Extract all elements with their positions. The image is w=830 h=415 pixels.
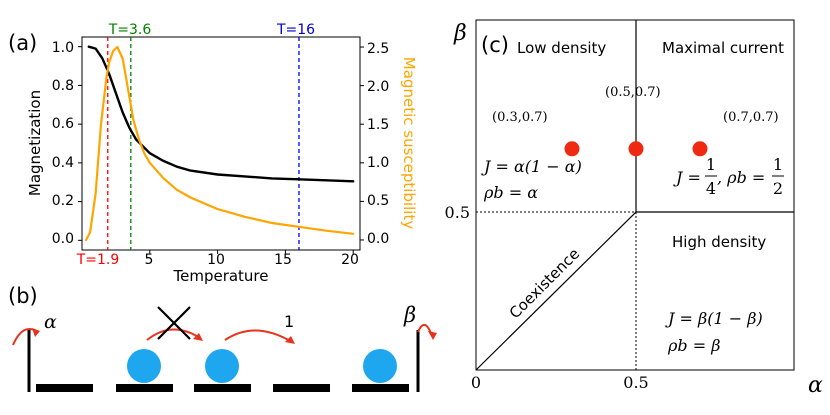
max-current-j-prefix: J = <box>673 168 701 187</box>
y-right-tick-label: 1.0 <box>367 155 389 171</box>
x-tick-labels-a: 5 10 15 20 <box>145 252 359 268</box>
arrowheads <box>32 328 437 344</box>
y-axis-title-left: Magnetization <box>26 90 44 196</box>
point-label: (0.3,0.7) <box>492 110 548 125</box>
y-left-tick-label: 0.4 <box>52 155 74 171</box>
panel-c: (c) β α 0 0.5 0.5 Low density Maximal cu… <box>445 19 823 398</box>
panel-c-label: (c) <box>481 33 509 57</box>
hop-arrows <box>12 324 433 346</box>
lattice-site <box>194 384 251 392</box>
point-labels: (0.3,0.7) (0.5,0.7) (0.7,0.7) <box>492 85 779 125</box>
max-current-rho-prefix: , ρb = <box>717 168 765 187</box>
state-points <box>564 141 708 157</box>
max-current-j-numerator: 1 <box>706 155 716 174</box>
state-point <box>628 141 644 157</box>
panel-b-label: (b) <box>8 284 38 308</box>
lattice-site <box>273 384 330 392</box>
y-left-tick-label: 0.8 <box>52 78 74 94</box>
y-axis-title-c: β <box>453 21 467 46</box>
vline-label-t19: T=1.9 <box>76 252 120 268</box>
x-axis-title-c: α <box>808 373 823 398</box>
panel-a: (a) 0.0 0.2 0.4 0.6 0.8 1.0 0.0 0.5 1.0 … <box>8 22 418 285</box>
region-maximal-current: Maximal current <box>662 39 784 57</box>
lattice-sites <box>36 384 409 392</box>
formulas: J = α(1 − α) ρb = α J = 1 4 , ρb = 1 2 J… <box>481 155 784 355</box>
y-left-tick-label: 0.0 <box>52 231 74 247</box>
y-right-tick-labels: 0.0 0.5 1.0 1.5 2.0 2.5 <box>367 41 389 247</box>
magnetization-line <box>87 45 355 183</box>
region-low-density: Low density <box>517 39 606 57</box>
max-current-j-denominator: 4 <box>706 179 716 198</box>
x-tick-label: 0.5 <box>623 373 648 392</box>
lattice-site <box>116 384 173 392</box>
x-tick-label: 10 <box>207 252 225 268</box>
blocked-cross-icon <box>157 306 191 340</box>
blocked-arrowhead <box>193 333 203 341</box>
y-right-tick-label: 1.5 <box>367 117 389 133</box>
tick-marks-a <box>78 46 364 254</box>
alpha-label: α <box>44 311 57 333</box>
y-tick-label: 0.5 <box>445 203 470 222</box>
y-left-tick-label: 0.2 <box>52 193 74 209</box>
phase-boundaries <box>475 20 794 371</box>
coexistence-line <box>475 211 637 371</box>
max-current-rho-denominator: 2 <box>773 179 783 198</box>
hop-arrowhead <box>285 336 295 344</box>
particle <box>205 349 239 383</box>
particle <box>363 349 397 383</box>
hop-rate-label: 1 <box>284 312 294 331</box>
beta-label: β <box>403 303 416 327</box>
y-left-tick-label: 1.0 <box>52 40 74 56</box>
lattice-site <box>352 384 409 392</box>
x-tick-label: 5 <box>145 252 154 268</box>
point-label: (0.7,0.7) <box>723 110 779 125</box>
blocked-arrow <box>146 328 201 341</box>
region-coexistence: Coexistence <box>506 245 583 322</box>
particle <box>127 349 161 383</box>
exit-arrowhead <box>428 331 437 340</box>
high-density-current: J = β(1 − β) <box>665 309 763 328</box>
phase-diagram-frame <box>475 19 795 371</box>
lattice-site <box>36 384 93 392</box>
hop-arrow <box>224 329 293 343</box>
region-high-density: High density <box>672 233 766 251</box>
y-right-tick-label: 0.0 <box>367 231 389 247</box>
x-tick-label: 0 <box>471 373 481 392</box>
point-label: (0.5,0.7) <box>605 85 661 100</box>
x-tick-label: 20 <box>341 252 359 268</box>
entry-arrowhead <box>32 328 40 337</box>
y-left-tick-label: 0.6 <box>52 116 74 132</box>
max-current-rho-numerator: 1 <box>773 155 783 174</box>
susceptibility-line <box>85 45 355 242</box>
y-right-tick-label: 0.5 <box>367 193 389 209</box>
low-density-current: J = α(1 − α) <box>481 157 582 176</box>
x-axis-title-a: Temperature <box>172 267 268 285</box>
vline-label-t16: T=16 <box>276 22 315 38</box>
particles <box>127 349 397 383</box>
state-point <box>692 141 708 157</box>
y-left-tick-labels: 0.0 0.2 0.4 0.6 0.8 1.0 <box>52 40 74 247</box>
plot-frame-a <box>81 36 361 251</box>
y-axis-title-right: Magnetic susceptibility <box>400 57 418 230</box>
state-point <box>564 141 580 157</box>
panel-a-label: (a) <box>8 31 37 55</box>
low-density-rho: ρb = α <box>483 183 538 202</box>
vline-label-t36: T=3.6 <box>108 22 152 38</box>
y-right-tick-label: 2.5 <box>367 41 389 57</box>
y-right-tick-label: 2.0 <box>367 79 389 95</box>
panel-b: (b) α <box>8 284 437 392</box>
plot-marks-a <box>85 37 355 250</box>
x-tick-label: 15 <box>274 252 292 268</box>
high-density-rho: ρb = β <box>667 336 720 355</box>
